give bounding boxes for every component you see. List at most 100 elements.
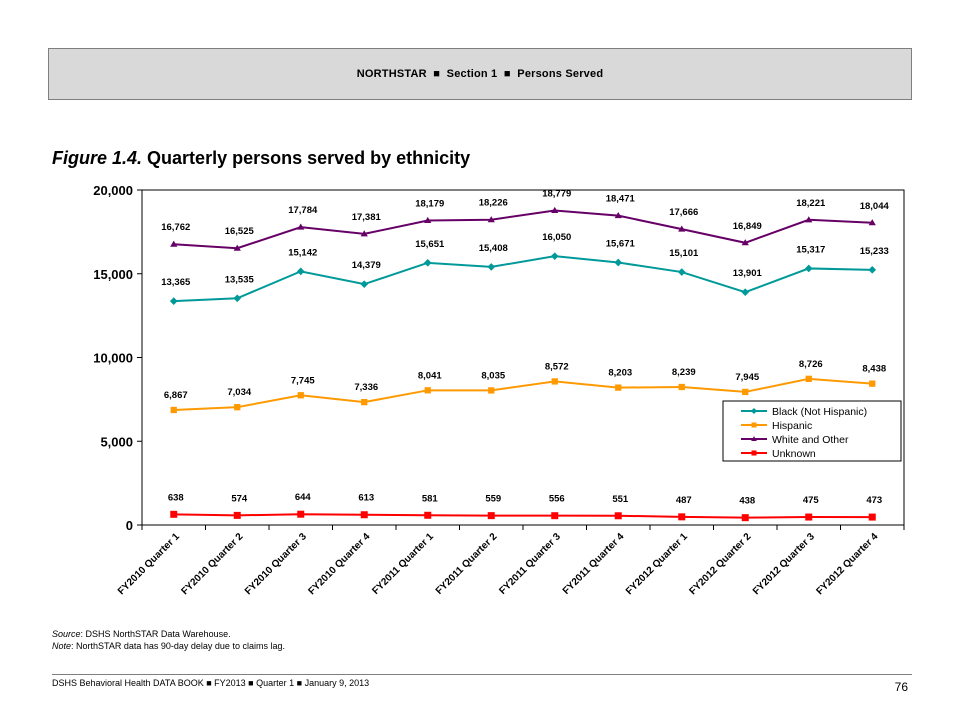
note-key: Note <box>52 641 72 651</box>
line-chart: 0 5,000 10,000 15,000 20,000 FY2010 Quarter … <box>93 183 905 597</box>
data-label: 18,179 <box>415 199 444 210</box>
y-axis: 0 5,000 10,000 15,000 20,000 <box>93 183 142 533</box>
data-label: 473 <box>866 495 882 506</box>
data-point-marker <box>551 206 559 213</box>
data-point-marker <box>868 513 876 521</box>
data-point-marker <box>360 230 368 237</box>
data-label: 15,317 <box>796 244 825 255</box>
source-key: Source <box>52 629 81 639</box>
data-point-marker <box>751 422 757 428</box>
data-point-marker <box>487 512 495 520</box>
data-point-marker <box>868 219 876 226</box>
x-tick-label: FY2011 Quarter 3 <box>497 531 563 597</box>
x-tick-label: FY2010 Quarter 1 <box>116 531 182 597</box>
data-point-marker <box>751 436 757 442</box>
data-label: 18,226 <box>479 198 508 209</box>
data-label: 574 <box>231 493 248 504</box>
data-point-marker <box>741 514 749 522</box>
data-point-marker <box>297 510 305 518</box>
data-point-marker <box>423 259 432 267</box>
data-point-marker <box>487 263 496 271</box>
data-point-marker <box>678 513 686 521</box>
data-point-marker <box>424 387 431 394</box>
data-point-marker <box>805 513 813 521</box>
data-point-marker <box>677 268 686 276</box>
data-label: 15,101 <box>669 248 699 259</box>
source-note: Source: DSHS NorthSTAR Data Warehouse. <box>52 628 285 640</box>
data-label: 6,867 <box>164 390 188 401</box>
footer-divider <box>52 674 912 675</box>
data-label: 8,726 <box>799 359 823 370</box>
data-label: 556 <box>549 494 565 505</box>
data-point-marker <box>488 387 495 394</box>
data-point-marker <box>233 511 241 519</box>
legend-item: Black (Not Hispanic) <box>741 406 867 418</box>
data-point-marker <box>170 406 177 414</box>
data-label: 8,041 <box>418 370 442 381</box>
data-label: 18,471 <box>606 194 636 205</box>
legend-label: Hispanic <box>772 420 812 432</box>
data-label: 15,408 <box>479 243 508 254</box>
data-label: 15,142 <box>288 247 317 258</box>
data-point-marker <box>170 510 178 518</box>
legend-item: White and Other <box>741 434 849 446</box>
data-label: 559 <box>485 494 501 505</box>
data-point-marker <box>869 380 876 387</box>
data-point-marker <box>550 252 559 260</box>
figure-title: Figure 1.4. Quarterly persons served by … <box>52 148 470 169</box>
data-point-marker <box>551 512 559 520</box>
header-separator-2: ■ <box>503 68 511 80</box>
header-part-northstar: NORTHSTAR <box>356 68 427 80</box>
data-point-marker <box>614 512 622 520</box>
data-label: 18,044 <box>860 201 890 212</box>
data-label: 487 <box>676 495 692 506</box>
data-point-marker <box>678 383 685 391</box>
data-point-marker <box>424 216 432 224</box>
series-hispanic: 6,867 7,034 7,745 7,336 8,041 8,035 8,572 8,203… <box>164 359 886 414</box>
source-text: : DSHS NorthSTAR Data Warehouse. <box>80 629 231 639</box>
data-point-marker <box>868 266 877 274</box>
header-part-topic: Persons Served <box>517 68 604 80</box>
x-tick-label: FY2012 Quarter 4 <box>814 531 880 597</box>
series-unknown: 638 574 644 613 581 559 556 551 487 438 475 473 <box>168 492 882 522</box>
series-layer: 13,365 13,535 15,142 14,379 15,651 15,408 16,0… <box>161 188 890 522</box>
data-point-marker <box>296 267 305 276</box>
data-point-marker <box>551 378 558 385</box>
data-label: 13,365 <box>161 277 191 288</box>
data-point-marker <box>750 407 758 415</box>
data-point-marker <box>741 239 749 246</box>
x-tick-label: FY2012 Quarter 1 <box>624 531 690 597</box>
data-label: 438 <box>739 496 755 507</box>
legend-label: White and Other <box>772 434 849 446</box>
data-label: 15,233 <box>860 246 889 257</box>
y-tick-label: 5,000 <box>100 434 133 449</box>
data-point-marker <box>360 280 369 288</box>
data-label: 8,438 <box>862 364 886 375</box>
data-label: 8,035 <box>481 370 505 381</box>
section-header: NORTHSTAR ■ Section 1 ■ Persons Served <box>48 48 912 100</box>
data-point-marker <box>614 258 623 267</box>
note-line: Note: NorthSTAR data has 90-day delay du… <box>52 640 285 652</box>
x-tick-label: FY2011 Quarter 1 <box>370 531 436 597</box>
header-part-section: Section 1 <box>446 68 498 80</box>
data-label: 7,745 <box>291 375 315 386</box>
data-point-marker <box>804 264 813 273</box>
data-label: 644 <box>295 492 312 503</box>
page-number: 76 <box>894 680 908 694</box>
x-tick-label: FY2011 Quarter 2 <box>434 531 500 597</box>
data-label: 16,525 <box>225 226 255 237</box>
series-line <box>173 209 873 250</box>
series-black-not-hispanic: 13,365 13,535 15,142 14,379 15,651 15,408 16,0… <box>161 232 889 305</box>
data-point-marker <box>805 375 812 382</box>
data-label: 14,379 <box>352 260 381 271</box>
data-label: 16,849 <box>733 221 762 232</box>
x-tick-label: FY2010 Quarter 3 <box>243 531 309 597</box>
data-point-marker <box>297 392 304 399</box>
data-label: 7,034 <box>227 387 251 398</box>
data-label: 7,336 <box>354 382 378 393</box>
data-point-marker <box>170 240 178 247</box>
data-label: 581 <box>422 493 439 504</box>
data-label: 16,762 <box>161 222 190 233</box>
data-point-marker <box>233 244 241 251</box>
